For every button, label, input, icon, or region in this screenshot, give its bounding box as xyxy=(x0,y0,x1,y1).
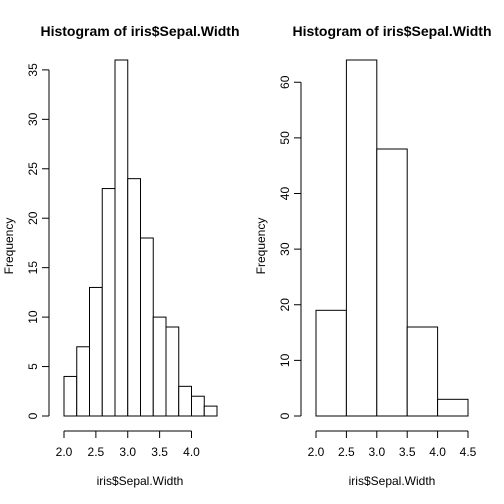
y-tick-label: 25 xyxy=(26,162,40,176)
y-tick-label: 10 xyxy=(278,353,292,367)
histogram-panel-2: Histogram of iris$Sepal.Width 0 10 20 30 40 50… xyxy=(254,23,492,488)
histogram-bar xyxy=(191,395,205,417)
y-tick-label: 15 xyxy=(26,261,40,275)
histogram-bar xyxy=(63,375,78,417)
histogram-bar xyxy=(178,385,192,417)
y-axis-label: Frequency xyxy=(2,218,16,275)
histogram-bar xyxy=(76,346,90,417)
histogram-bar xyxy=(152,316,167,417)
y-tick-label: 60 xyxy=(278,75,292,89)
histogram-bar xyxy=(140,237,154,417)
y-tick-label: 0 xyxy=(278,412,292,419)
x-tick-label: 3.0 xyxy=(368,445,385,459)
x-tick-label: 3.0 xyxy=(119,445,136,459)
chart-title: Histogram of iris$Sepal.Width xyxy=(40,23,239,39)
histogram-bar xyxy=(203,405,218,417)
x-tick-label: 2.5 xyxy=(88,445,105,459)
x-tick-label: 2.0 xyxy=(308,445,325,459)
histogram-bar xyxy=(406,326,439,417)
chart-title: Histogram of iris$Sepal.Width xyxy=(292,23,491,39)
y-tick-label: 30 xyxy=(26,112,40,126)
y-tick-label: 20 xyxy=(26,211,40,225)
y-tick-label: 50 xyxy=(278,131,292,145)
histogram-bar xyxy=(345,59,378,417)
y-tick-label: 5 xyxy=(26,363,40,370)
y-tick-label: 35 xyxy=(26,63,40,77)
x-tick-label: 4.5 xyxy=(460,445,477,459)
x-tick-label: 4.0 xyxy=(429,445,446,459)
x-axis-label: iris$Sepal.Width xyxy=(349,474,436,488)
histogram-bar xyxy=(437,398,469,417)
histogram-bar xyxy=(101,188,116,417)
x-tick-label: 3.5 xyxy=(151,445,168,459)
y-tick-label: 10 xyxy=(26,310,40,324)
histogram-bar xyxy=(315,309,347,417)
histogram-bar xyxy=(89,286,103,417)
x-tick-label: 3.5 xyxy=(399,445,416,459)
y-tick-label: 30 xyxy=(278,242,292,256)
histogram-bar xyxy=(114,59,129,417)
x-tick-label: 4.0 xyxy=(183,445,200,459)
histogram-bar xyxy=(127,178,141,417)
histogram-panel-1: Histogram of iris$Sepal.Width 0 5 10 15 20 25 3… xyxy=(2,23,240,488)
x-tick-label: 2.5 xyxy=(338,445,355,459)
x-tick-label: 2.0 xyxy=(56,445,73,459)
y-tick-label: 0 xyxy=(26,412,40,419)
y-axis-label: Frequency xyxy=(254,218,268,275)
x-axis-label: iris$Sepal.Width xyxy=(97,474,184,488)
histogram-bar xyxy=(376,148,408,417)
histogram-bar xyxy=(165,326,180,417)
y-tick-label: 20 xyxy=(278,298,292,312)
y-tick-label: 40 xyxy=(278,187,292,201)
